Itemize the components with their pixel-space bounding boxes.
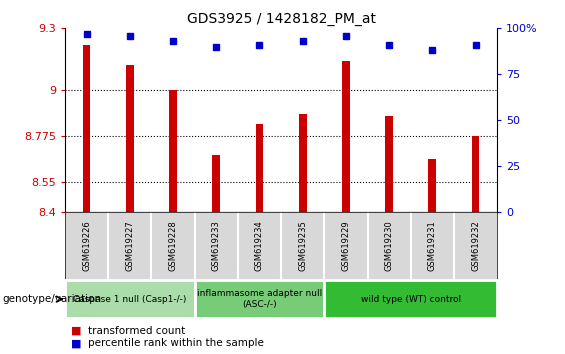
- Text: percentile rank within the sample: percentile rank within the sample: [88, 338, 263, 348]
- Bar: [342, 61, 350, 212]
- Text: inflammasome adapter null
(ASC-/-): inflammasome adapter null (ASC-/-): [197, 290, 322, 309]
- Text: Caspase 1 null (Casp1-/-): Caspase 1 null (Casp1-/-): [73, 295, 186, 304]
- Text: GSM619232: GSM619232: [471, 221, 480, 272]
- Text: GSM619228: GSM619228: [168, 221, 177, 272]
- Text: GSM619227: GSM619227: [125, 221, 134, 272]
- Text: genotype/variation: genotype/variation: [3, 294, 102, 304]
- Text: GSM619234: GSM619234: [255, 221, 264, 272]
- Text: GSM619235: GSM619235: [298, 221, 307, 272]
- Bar: [212, 155, 220, 212]
- Bar: [472, 136, 480, 212]
- Title: GDS3925 / 1428182_PM_at: GDS3925 / 1428182_PM_at: [186, 12, 376, 26]
- Bar: [428, 159, 436, 212]
- Text: GSM619229: GSM619229: [341, 221, 350, 272]
- Text: GSM619233: GSM619233: [212, 221, 221, 272]
- Bar: [126, 65, 134, 212]
- Bar: [385, 116, 393, 212]
- Text: wild type (WT) control: wild type (WT) control: [360, 295, 461, 304]
- Text: GSM619231: GSM619231: [428, 221, 437, 272]
- Text: GSM619226: GSM619226: [82, 221, 91, 272]
- Text: ■: ■: [71, 338, 81, 348]
- Bar: [299, 114, 307, 212]
- Text: GSM619230: GSM619230: [385, 221, 394, 272]
- Text: ■: ■: [71, 326, 81, 336]
- Bar: [255, 125, 263, 212]
- FancyBboxPatch shape: [194, 280, 324, 318]
- Text: transformed count: transformed count: [88, 326, 185, 336]
- FancyBboxPatch shape: [65, 280, 194, 318]
- FancyBboxPatch shape: [324, 280, 497, 318]
- Bar: [169, 90, 177, 212]
- Bar: [82, 45, 90, 212]
